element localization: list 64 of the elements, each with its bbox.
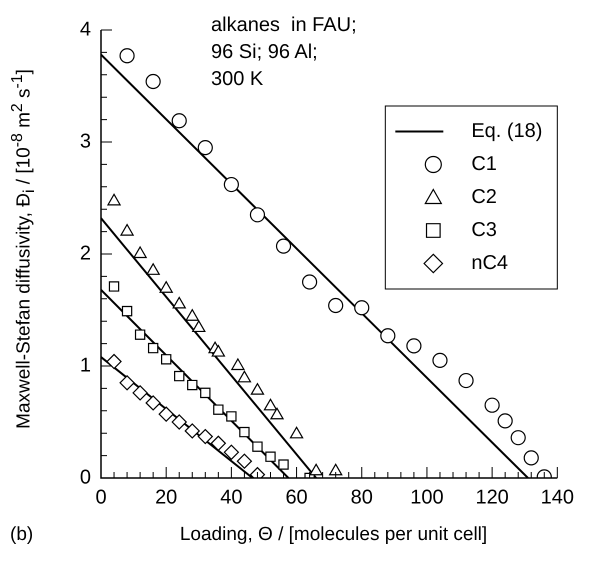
legend-label: C2: [471, 186, 497, 208]
point: [200, 388, 210, 398]
point: [146, 74, 161, 90]
legend-label: C1: [471, 153, 497, 176]
y-tick-label: 4: [80, 18, 91, 41]
point: [224, 176, 239, 192]
point: [239, 426, 250, 438]
point: [302, 274, 318, 290]
point: [458, 372, 474, 388]
point: [252, 441, 263, 452]
point: [132, 385, 148, 400]
y-tick-label: 1: [80, 354, 91, 377]
x-tick-label: 40: [220, 486, 242, 509]
legend-label: Eq. (18): [471, 120, 542, 142]
point: [210, 436, 226, 451]
point: [328, 298, 344, 314]
point: [160, 354, 172, 364]
point: [184, 423, 200, 439]
point: [198, 428, 213, 444]
x-tick-label: 0: [95, 486, 107, 509]
point: [250, 207, 266, 222]
point: [432, 352, 448, 368]
y-tick-label: 3: [80, 130, 91, 153]
x-tick-label: 20: [155, 486, 178, 509]
point: [172, 113, 187, 128]
point: [406, 338, 422, 354]
legend-label: nC4: [471, 252, 508, 274]
point: [236, 454, 252, 469]
legend-label: C3: [471, 219, 497, 242]
y-tick-label: 0: [80, 466, 91, 489]
point: [213, 404, 224, 415]
point: [119, 375, 135, 390]
point: [224, 444, 239, 460]
point: [172, 414, 187, 430]
x-axis-title: Loading, Θ / [molecules per unit cell]: [178, 524, 488, 546]
point: [134, 329, 146, 340]
point: [484, 398, 500, 413]
point: [524, 450, 539, 466]
point: [146, 395, 161, 411]
x-tick-label: 100: [410, 486, 444, 509]
x-tick-label: 80: [350, 486, 373, 509]
annotation: alkanes in FAU; 96 Si; 96 Al; 300 K: [211, 13, 357, 92]
x-tick-label: 140: [540, 486, 574, 509]
x-tick-label: 120: [475, 486, 509, 509]
point: [380, 328, 396, 344]
point: [148, 342, 158, 354]
point: [510, 430, 526, 446]
point: [198, 140, 213, 156]
point: [106, 354, 122, 370]
point: [498, 413, 513, 428]
point: [265, 452, 276, 462]
point: [158, 406, 174, 422]
x-tick-label: 60: [285, 486, 308, 509]
point: [276, 238, 292, 254]
y-tick-label: 2: [80, 242, 91, 265]
point: [226, 411, 237, 422]
point: [108, 281, 120, 292]
point: [187, 380, 198, 390]
point: [278, 459, 289, 470]
text: (b): [10, 524, 34, 546]
point: [122, 306, 132, 316]
point: [119, 48, 135, 64]
point: [354, 300, 370, 316]
point: [174, 370, 184, 382]
